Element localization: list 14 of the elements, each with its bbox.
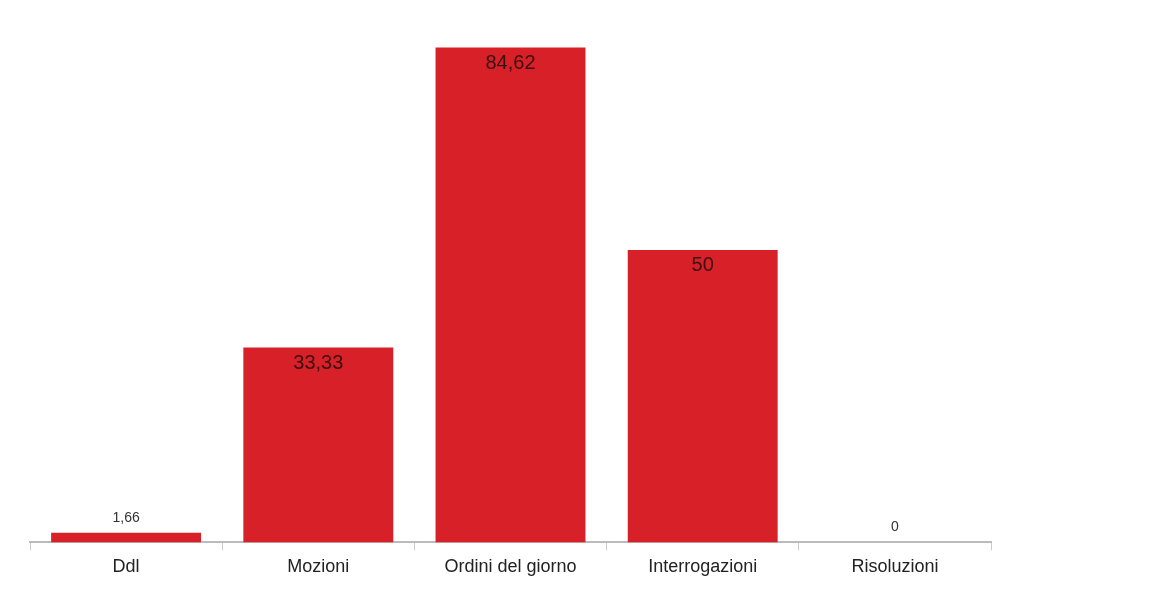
data-label: 0 [891,518,899,535]
data-label: 1,66 [112,508,140,525]
bar [51,532,202,543]
bar [435,47,586,543]
x-tick-label: Risoluzioni [851,556,939,577]
bar [627,249,778,543]
x-tick-label: Interrogazioni [648,556,758,577]
data-label: 33,33 [293,350,344,373]
x-tick-label: Ordini del giorno [444,556,577,577]
bar [243,347,394,543]
data-label: 84,62 [485,50,536,73]
x-tick-label: Ddl [112,556,140,577]
data-label: 50 [691,253,714,276]
x-tick-label: Mozioni [287,556,350,577]
